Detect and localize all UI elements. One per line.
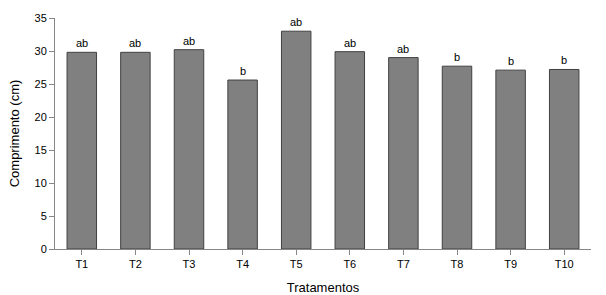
svg-text:b: b bbox=[454, 51, 460, 63]
svg-text:b: b bbox=[508, 55, 514, 67]
svg-text:b: b bbox=[240, 65, 246, 77]
svg-text:T6: T6 bbox=[343, 258, 356, 270]
svg-text:35: 35 bbox=[35, 12, 47, 24]
svg-text:25: 25 bbox=[35, 78, 47, 90]
svg-text:b: b bbox=[561, 54, 567, 66]
svg-text:Tratamentos: Tratamentos bbox=[287, 280, 360, 295]
svg-text:ab: ab bbox=[76, 37, 88, 49]
svg-text:20: 20 bbox=[35, 111, 47, 123]
svg-text:5: 5 bbox=[41, 210, 47, 222]
svg-text:ab: ab bbox=[344, 37, 356, 49]
svg-text:T8: T8 bbox=[451, 258, 464, 270]
svg-text:ab: ab bbox=[129, 37, 141, 49]
svg-text:T2: T2 bbox=[129, 258, 142, 270]
svg-text:T7: T7 bbox=[397, 258, 410, 270]
svg-text:Comprimento (cm): Comprimento (cm) bbox=[7, 80, 22, 188]
svg-text:30: 30 bbox=[35, 45, 47, 57]
svg-text:0: 0 bbox=[41, 243, 47, 255]
svg-text:T4: T4 bbox=[236, 258, 249, 270]
svg-text:T9: T9 bbox=[504, 258, 517, 270]
svg-text:T5: T5 bbox=[290, 258, 303, 270]
svg-text:15: 15 bbox=[35, 144, 47, 156]
svg-text:T10: T10 bbox=[555, 258, 574, 270]
svg-text:ab: ab bbox=[183, 35, 195, 47]
svg-text:ab: ab bbox=[397, 43, 409, 55]
svg-text:T3: T3 bbox=[183, 258, 196, 270]
svg-text:ab: ab bbox=[290, 16, 302, 28]
svg-text:10: 10 bbox=[35, 177, 47, 189]
svg-text:T1: T1 bbox=[75, 258, 88, 270]
